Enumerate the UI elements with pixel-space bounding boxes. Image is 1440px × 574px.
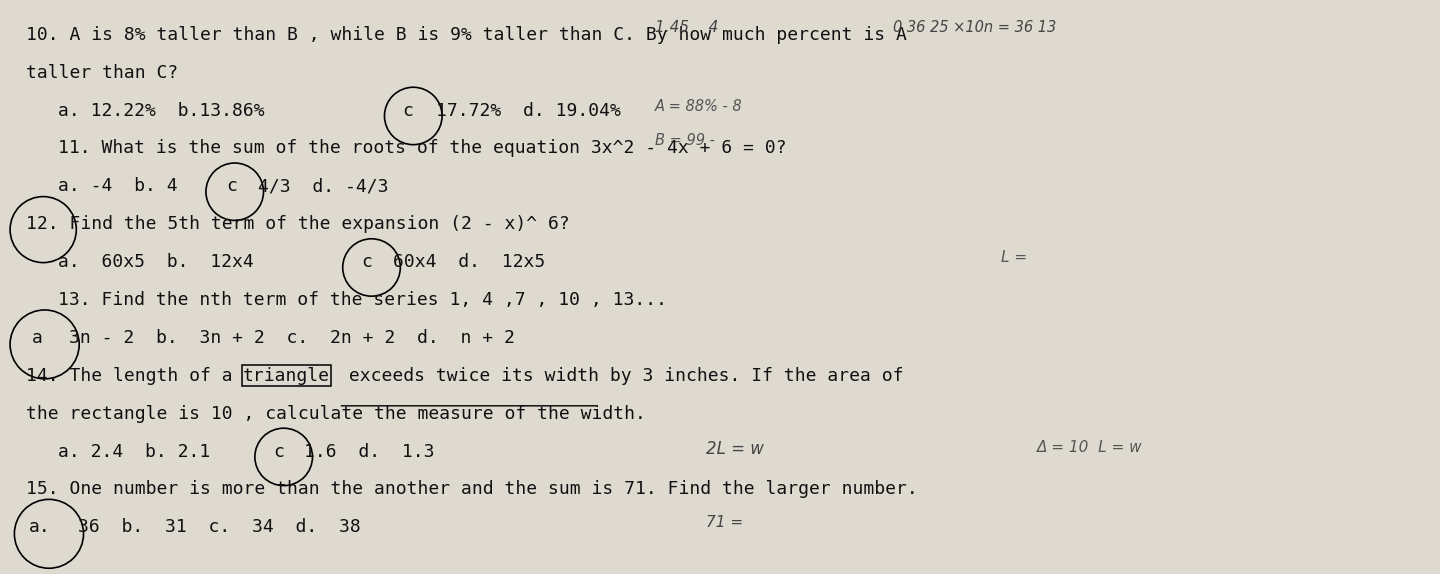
Text: 3n - 2  b.  3n + 2  c.  2n + 2  d.  n + 2: 3n - 2 b. 3n + 2 c. 2n + 2 d. n + 2 [69, 329, 516, 347]
Text: Δ = 10  L = w: Δ = 10 L = w [1037, 440, 1142, 455]
Text: a. -4  b. 4: a. -4 b. 4 [58, 177, 177, 195]
Text: 4/3  d. -4/3: 4/3 d. -4/3 [258, 177, 389, 195]
Text: 71 =: 71 = [706, 515, 743, 530]
Text: 60x4  d.  12x5: 60x4 d. 12x5 [393, 253, 546, 271]
Text: by 3 inches. If the area of: by 3 inches. If the area of [599, 367, 903, 385]
Text: L =: L = [1001, 250, 1027, 265]
Text: 14. The length of a: 14. The length of a [26, 367, 243, 385]
Text: the rectangle is 10 , calculate the measure of the width.: the rectangle is 10 , calculate the meas… [26, 405, 645, 422]
Text: a. 2.4  b. 2.1: a. 2.4 b. 2.1 [58, 443, 210, 460]
Text: 13. Find the nth term of the series 1, 4 ,7 , 10 , 13...: 13. Find the nth term of the series 1, 4… [58, 291, 667, 309]
Text: c: c [361, 253, 373, 271]
Text: 17.72%  d. 19.04%: 17.72% d. 19.04% [436, 102, 621, 119]
Text: c: c [402, 102, 413, 119]
Text: 10. A is 8% taller than B , while B is 9% taller than C. By how much percent is : 10. A is 8% taller than B , while B is 9… [26, 26, 907, 44]
Text: a.  60x5  b.  12x4: a. 60x5 b. 12x4 [58, 253, 253, 271]
Text: 1.45    4: 1.45 4 [655, 20, 719, 35]
Text: 11. What is the sum of the roots of the equation 3x^2 - 4x + 6 = 0?: 11. What is the sum of the roots of the … [58, 139, 786, 157]
Text: A = 88% - 8: A = 88% - 8 [655, 99, 743, 114]
Text: 2L = w: 2L = w [706, 440, 763, 457]
Text: 36  b.  31  c.  34  d.  38: 36 b. 31 c. 34 d. 38 [78, 518, 360, 536]
Text: B = 99 -: B = 99 - [655, 133, 716, 148]
Text: c: c [274, 443, 285, 460]
Text: exceeds twice its width: exceeds twice its width [338, 367, 599, 385]
Text: a. 12.22%  b.13.86%: a. 12.22% b.13.86% [58, 102, 264, 119]
Text: triangle: triangle [243, 367, 330, 385]
Text: 0 36 25 ×10n = 36 13: 0 36 25 ×10n = 36 13 [893, 20, 1056, 35]
Text: 15. One number is more than the another and the sum is 71. Find the larger numbe: 15. One number is more than the another … [26, 480, 917, 498]
Text: taller than C?: taller than C? [26, 64, 179, 82]
Text: 12. Find the 5th term of the expansion (2 - x)^ 6?: 12. Find the 5th term of the expansion (… [26, 215, 570, 233]
Text: a.: a. [29, 518, 50, 536]
Text: 1.6  d.  1.3: 1.6 d. 1.3 [304, 443, 435, 460]
Text: c: c [226, 177, 238, 195]
Text: a: a [32, 329, 43, 347]
